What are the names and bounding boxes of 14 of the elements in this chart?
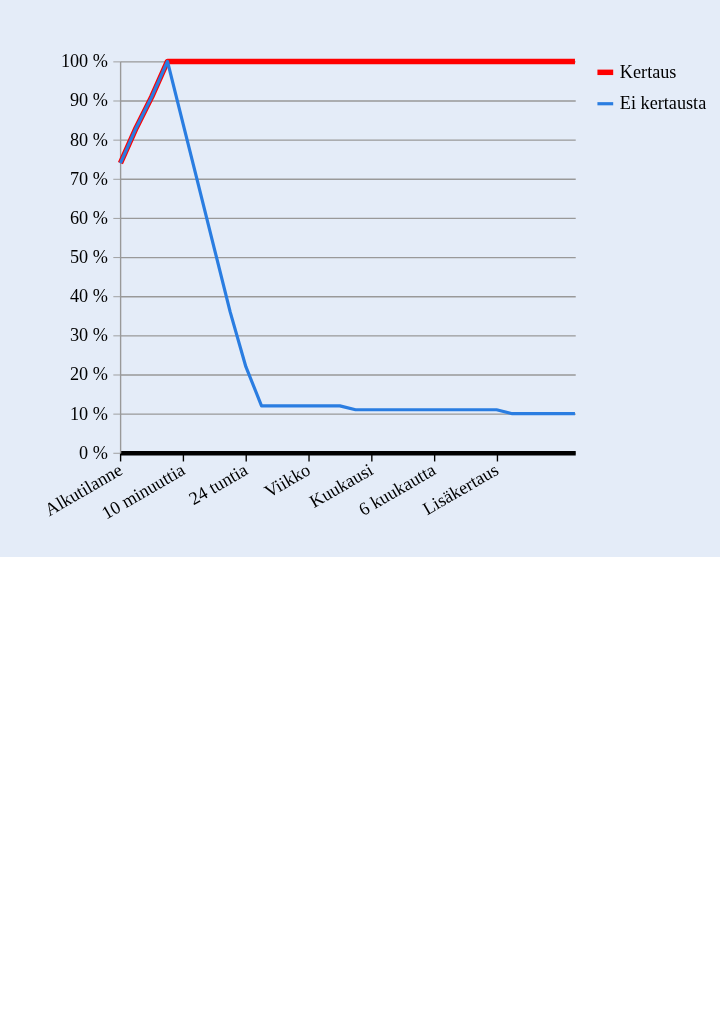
- legend-label: Kertaus: [619, 61, 677, 82]
- y-tick-label: 50 %: [69, 247, 108, 268]
- y-tick-label: 20 %: [69, 364, 108, 385]
- x-tick-label: 24 tuntia: [185, 459, 252, 510]
- y-tick-label: 30 %: [69, 325, 108, 346]
- y-tick-label: 90 %: [69, 90, 108, 111]
- y-tick-label: 0 %: [79, 442, 108, 463]
- y-tick-label: 60 %: [69, 207, 108, 228]
- y-tick-label: 70 %: [69, 168, 108, 189]
- legend-label: Ei kertausta: [619, 93, 707, 114]
- y-tick-label: 100 %: [60, 51, 108, 72]
- y-tick-label: 40 %: [69, 286, 108, 307]
- y-tick-label: 10 %: [69, 403, 108, 424]
- y-tick-label: 80 %: [69, 129, 108, 150]
